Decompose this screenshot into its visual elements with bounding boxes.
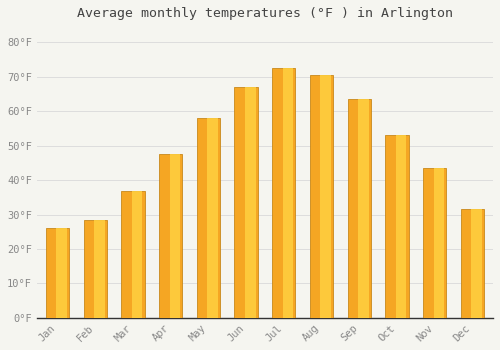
Bar [310,75,333,318]
Bar [434,168,444,318]
Bar [159,154,182,318]
Bar [320,75,331,318]
Bar [272,68,295,318]
Bar [56,228,67,318]
Bar [385,135,408,318]
Title: Average monthly temperatures (°F ) in Arlington: Average monthly temperatures (°F ) in Ar… [77,7,453,20]
Bar [132,190,142,318]
Bar [94,220,104,318]
Bar [84,220,107,318]
Bar [423,168,446,318]
Bar [348,99,371,318]
Bar [460,209,484,318]
Bar [122,190,144,318]
Bar [196,118,220,318]
Bar [234,87,258,318]
Bar [170,154,180,318]
Bar [472,209,482,318]
Bar [282,68,294,318]
Bar [46,228,69,318]
Bar [208,118,218,318]
Bar [245,87,256,318]
Bar [396,135,406,318]
Bar [358,99,368,318]
